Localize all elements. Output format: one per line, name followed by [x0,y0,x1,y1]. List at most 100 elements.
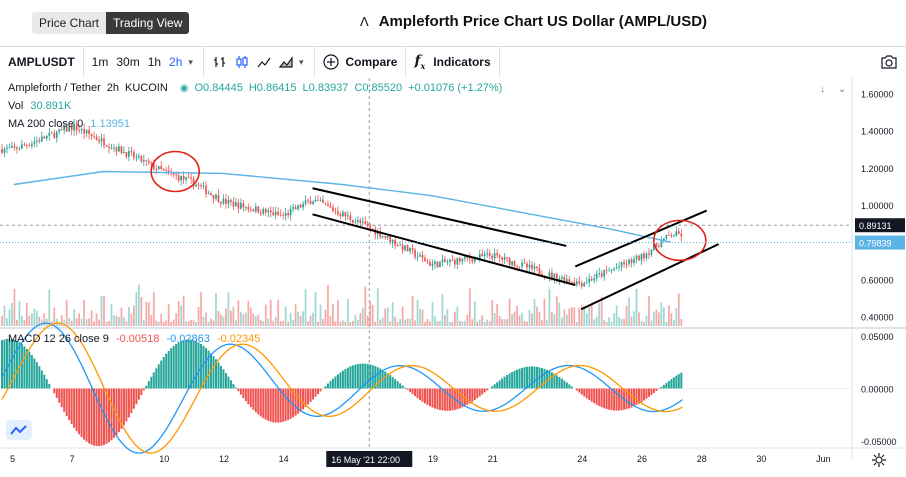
candle-body [521,263,523,267]
chevron-down-icon[interactable]: ⌄ [838,84,846,95]
macd-histogram-bar [48,384,50,389]
macd-histogram-bar [93,389,95,446]
volume-bar [466,315,468,326]
volume-bar [454,312,456,326]
volume-bar [133,306,135,326]
macd-histogram-bar [232,384,234,389]
bar-chart-type-icon[interactable] [213,55,227,69]
area-chart-type-icon[interactable] [279,55,293,69]
macd-histogram-bar [23,346,25,388]
candle-body [260,213,262,214]
candle-body [96,137,98,140]
gear-icon[interactable] [872,453,886,467]
volume-bar [561,318,563,326]
camera-icon[interactable] [880,54,898,70]
macd-histogram-bar [566,383,568,389]
candle-body [593,278,595,280]
macd-histogram-bar [285,389,287,422]
volume-bar [225,308,227,326]
volume-bar [208,322,210,326]
macd-histogram-bar [551,372,553,388]
macd-histogram-bar [43,375,45,389]
macd-histogram-bar [227,377,229,389]
macd-histogram-bar [280,389,282,423]
candle-body [43,137,45,139]
candle-body [337,211,339,214]
volume-bar [549,289,551,326]
macd-histogram-bar [255,389,257,413]
candle-body [549,273,551,277]
scroll-down-icon[interactable]: ↓ [820,84,825,95]
candle-body [648,254,650,255]
volume-bar [178,301,180,326]
macd-histogram-bar [369,364,371,388]
price-axis-label: 0.40000 [861,313,894,323]
candle-body [531,265,533,269]
candle-body [678,231,680,233]
volume-bar [282,321,284,326]
compare-button[interactable]: Compare [315,54,405,70]
candle-body [265,209,267,213]
volume-bar [491,300,493,326]
candle-body [307,200,309,201]
page-title-text: Ampleforth Price Chart US Dollar (AMPL/U… [379,13,707,30]
candle-body [422,255,424,258]
candle-body [242,203,244,207]
interval-dropdown-chevron-icon[interactable]: ▾ [186,57,199,68]
interval-2h-button[interactable]: 2h [165,55,186,69]
candle-body [165,170,167,171]
chart-type-dropdown-chevron-icon[interactable]: ▾ [297,57,310,68]
tab-price-chart[interactable]: Price Chart [32,12,106,34]
tab-trading-view[interactable]: Trading View [106,12,189,34]
time-axis-label: 30 [756,454,766,464]
candle-body [240,203,242,209]
volume-bar [78,313,80,326]
macd-histogram-bar [571,386,573,388]
macd-histogram-bar [509,373,511,388]
volume-bar [46,319,48,326]
candle-body [658,246,660,247]
candle-body [320,200,322,201]
volume-bar [471,319,473,326]
macd-histogram-bar [188,340,190,389]
volume-bar [429,321,431,326]
volume-bar [372,305,374,326]
candle-body [481,254,483,256]
volume-bar [611,322,613,326]
candle-body [21,144,23,148]
volume-bar [392,302,394,326]
candle-body [195,185,197,187]
macd-histogram-bar [262,389,264,419]
interval-30m-button[interactable]: 30m [112,55,143,69]
candle-body [501,257,503,259]
macd-histogram-bar [180,341,182,388]
volume-bar [277,300,279,326]
macd-histogram-bar [606,389,608,410]
volume-bar [347,299,349,326]
macd-histogram-bar [123,389,125,426]
price-axis-label: 1.40000 [861,127,894,137]
macd-histogram-bar [394,379,396,388]
line-chart-type-icon[interactable] [257,55,271,69]
candle-body [613,268,615,269]
price-chart[interactable]: 1.600001.400001.200001.000000.800000.600… [0,78,906,476]
symbol-search-button[interactable]: AMPLUSDT [0,46,83,78]
indicators-button[interactable]: fx Indicators [406,53,498,71]
interval-1h-button[interactable]: 1h [144,55,165,69]
candle-body [571,282,573,283]
candle-body [397,245,399,246]
volume-bar [9,309,11,326]
volume-bar [345,321,347,326]
interval-1m-button[interactable]: 1m [88,55,113,69]
volume-bar [1,316,3,326]
volume-bar [250,307,252,326]
candles-chart-type-icon[interactable] [235,55,249,69]
macd-histogram-bar [581,389,583,395]
volume-bar [661,302,663,326]
macd-histogram-bar [198,342,200,388]
macd-histogram-bar [140,389,142,396]
macd-histogram-bar [150,377,152,389]
tradingview-logo-icon[interactable] [6,420,32,440]
volume-bar [501,319,503,326]
macd-histogram-bar [66,389,68,417]
